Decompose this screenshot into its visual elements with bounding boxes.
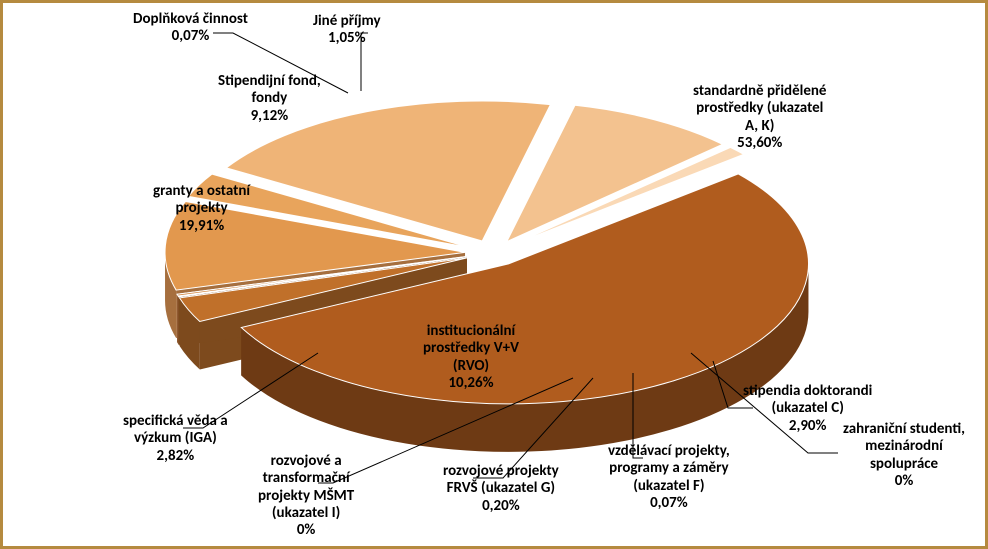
label-jine: Jiné příjmy 1,05% — [313, 13, 381, 48]
slice-outer-frvs — [177, 294, 178, 344]
label-stip_fond: Stipendijní fond, fondy 9,12% — [218, 73, 321, 125]
label-granty: granty a ostatní projekty 19,91% — [153, 183, 250, 235]
pie-chart-frame: standardně přidělené prostředky (ukazate… — [0, 0, 988, 549]
label-frvs: rozvojové projekty FRVŠ (ukazatel G) 0,2… — [443, 463, 559, 515]
label-rozv_msmt: rozvojové a transformační projekty MŠMT … — [258, 453, 354, 539]
label-rvo: institucionální prostředky V+V (RVO) 10,… — [423, 323, 519, 392]
label-dopln: Doplňková činnost 0,07% — [133, 11, 248, 46]
label-standard: standardně přidělené prostředky (ukazate… — [693, 83, 826, 152]
label-zahranicni: zahraniční studenti, mezinárodní spolupr… — [843, 421, 965, 490]
label-vzdel: vzdělávací projekty, programy a záměry (… — [608, 443, 730, 512]
label-iga: specifická věda a výzkum (IGA) 2,82% — [123, 413, 228, 465]
